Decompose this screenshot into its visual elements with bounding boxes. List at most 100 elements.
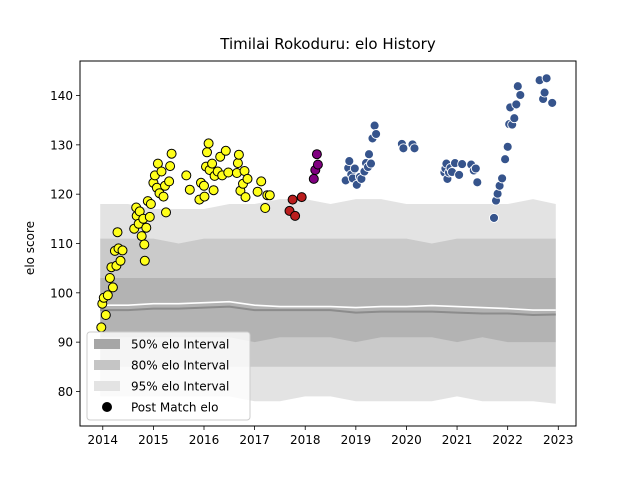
x-tick-label-8: 2022 [492,433,523,447]
median-line [100,305,556,317]
data-point-s0-59 [233,149,244,160]
data-point-s0-4 [102,290,113,301]
legend-box [86,331,251,421]
data-point-s3-2 [344,156,355,167]
data-point-s0-58 [232,158,243,169]
legend-label-0: 50% elo Interval [131,338,229,352]
data-point-s0-22 [139,255,150,266]
data-point-s3-52 [541,73,552,84]
data-point-s0-10 [112,227,123,238]
x-tick-label-5: 2019 [341,433,372,447]
data-point-s2-3 [312,159,323,170]
data-point-s2-2 [311,149,322,160]
data-point-s0-67 [260,203,271,213]
data-point-s0-47 [203,138,214,149]
data-point-s0-38 [166,148,177,159]
data-point-s3-15 [369,120,380,131]
data-point-s0-13 [117,245,128,256]
data-point-s0-43 [199,180,209,191]
data-point-s3-12 [364,149,374,160]
legend: 50% elo Interval 80% elo Interval 95% elo … [86,331,251,421]
data-point-s0-37 [165,161,176,172]
data-point-s3-33 [470,163,481,174]
y-tick-label-5: 130 [50,138,73,152]
data-point-s3-39 [497,173,508,184]
post-match-elo-points [96,73,558,333]
data-point-s0-19 [136,231,147,242]
x-tick-label-2: 2016 [189,433,220,447]
data-point-s0-44 [199,191,210,202]
data-point-s3-20 [409,143,420,154]
data-point-s1-2 [290,210,301,221]
data-point-s0-69 [264,190,275,201]
axes: 2014 2015 2016 2017 2018 2019 2020 2021 2022 2023… [50,60,577,447]
x-tick-label-0: 2014 [88,433,119,447]
data-point-s3-13 [366,158,376,169]
data-point-s0-55 [220,145,231,156]
data-point-s3-34 [472,177,483,188]
data-point-s3-51 [539,87,550,98]
y-tick-label-4: 120 [50,188,73,202]
x-tick-label-9: 2023 [543,433,574,447]
x-tick-label-6: 2020 [391,433,422,447]
data-point-s0-49 [207,158,218,169]
data-point-s3-41 [502,141,513,152]
data-point-s0-5 [104,273,115,283]
legend-label-3: Post Match elo [131,401,218,415]
data-point-s3-45 [509,113,520,124]
data-point-s3-29 [454,169,465,180]
data-point-s2-0 [308,173,319,184]
data-point-s1-1 [287,194,298,205]
mean-line [100,300,556,311]
data-point-s0-63 [240,192,251,203]
data-point-s3-40 [500,154,511,165]
data-point-s3-47 [512,81,523,92]
legend-marker-3 [102,402,112,412]
x-tick-label-3: 2017 [239,433,270,447]
legend-swatch-2 [94,381,120,391]
y-tick-label-3: 110 [50,237,73,251]
x-tick-label-1: 2015 [138,433,169,447]
y-tick-label-2: 100 [50,286,73,300]
data-point-s0-35 [161,207,171,218]
x-tick-label-4: 2018 [290,433,321,447]
data-point-s3-48 [515,90,526,100]
data-point-s0-39 [181,170,192,181]
y-tick-label-6: 140 [50,89,73,103]
legend-swatch-0 [94,339,120,349]
legend-label-1: 80% elo Interval [131,359,229,373]
data-point-s0-0 [96,322,107,333]
data-point-s1-3 [296,192,307,203]
y-tick-label-0: 80 [58,385,73,399]
median-mean-lines [100,300,556,317]
data-point-s0-36 [164,176,175,187]
data-point-s3-18 [398,143,409,154]
data-point-s0-12 [115,255,126,266]
data-point-s0-25 [144,211,155,222]
data-point-s0-46 [202,147,212,158]
legend-swatch-1 [94,360,120,370]
data-point-s0-56 [223,167,234,178]
data-point-s3-35 [489,212,499,223]
data-point-s0-32 [156,166,167,177]
x-tick-label-7: 2021 [442,433,473,447]
data-point-s0-3 [100,310,111,320]
data-point-s0-66 [256,176,267,187]
data-point-s3-16 [371,129,382,139]
y-axis-label: elo score [23,221,37,275]
legend-label-2: 95% elo Interval [131,380,229,394]
data-point-s3-30 [457,159,468,170]
data-point-s0-23 [141,222,152,233]
y-tick-label-1: 90 [58,336,73,350]
data-point-s3-5 [349,163,360,174]
data-point-s0-64 [242,173,253,184]
data-point-s3-46 [511,99,522,110]
chart-title: Timilai Rokoduru: elo History [219,35,436,53]
data-point-s0-7 [107,282,118,293]
data-point-s0-26 [145,199,156,209]
data-point-s3-53 [547,97,558,108]
data-point-s0-33 [158,191,169,202]
data-point-s0-40 [184,184,195,195]
data-point-s0-21 [139,239,150,250]
